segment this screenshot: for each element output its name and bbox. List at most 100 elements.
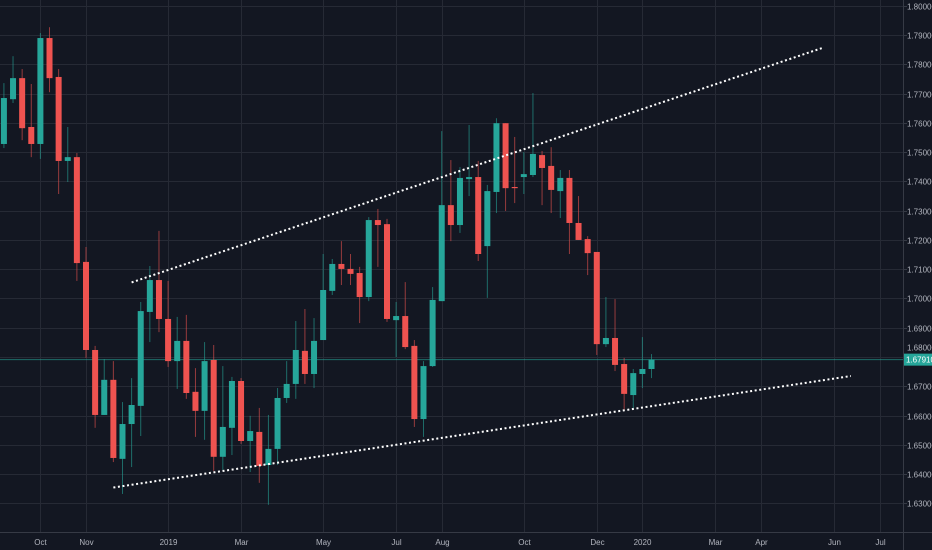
candle-body xyxy=(320,289,327,341)
candle-down xyxy=(338,241,345,286)
candle-body xyxy=(447,205,454,226)
time-tick-label: 2019 xyxy=(160,538,178,547)
candle-up xyxy=(219,366,226,470)
time-tick-label: Dec xyxy=(590,538,604,547)
price-tick-label: 1.78000 xyxy=(907,61,932,70)
candle-body xyxy=(19,78,26,129)
candle-up xyxy=(0,83,7,149)
candle-down xyxy=(183,314,190,399)
candle-up xyxy=(557,170,564,219)
candle-body xyxy=(511,186,518,189)
candle-body xyxy=(593,251,600,345)
last-price-badge xyxy=(904,353,932,366)
time-tick-label: Jul xyxy=(875,538,885,547)
price-tick-label: 1.70000 xyxy=(907,295,932,304)
candle-up xyxy=(393,301,400,358)
price-tick-label: 1.74000 xyxy=(907,178,932,187)
time-tick-label: Aug xyxy=(435,538,449,547)
candle-body xyxy=(165,318,172,362)
candle-up xyxy=(648,354,655,379)
candle-body xyxy=(575,222,582,240)
last-price-label: 1.67910 xyxy=(906,356,932,365)
candle-down xyxy=(55,69,62,195)
price-tick-label: 1.66000 xyxy=(907,413,932,422)
candle-down xyxy=(402,282,409,350)
time-tick-label: Jun xyxy=(828,538,841,547)
candle-body xyxy=(493,123,500,192)
candle-down xyxy=(411,340,418,427)
candle-body xyxy=(46,38,53,79)
candle-down xyxy=(347,254,354,286)
candle-body xyxy=(529,153,536,175)
candle-up xyxy=(466,124,473,197)
candle-down xyxy=(165,280,172,367)
candle-down xyxy=(548,147,555,214)
candle-body xyxy=(475,177,482,255)
candle-up xyxy=(146,266,153,343)
candles xyxy=(0,27,655,505)
time-tick-label: Apr xyxy=(755,538,768,547)
candle-body xyxy=(639,369,646,374)
candle-down xyxy=(210,345,217,471)
candle-body xyxy=(228,381,235,428)
candle-down xyxy=(46,27,53,93)
candle-body xyxy=(347,268,354,274)
candle-down xyxy=(192,368,199,437)
candle-body xyxy=(402,316,409,348)
candle-body xyxy=(55,76,62,161)
price-tick-label: 1.75000 xyxy=(907,149,932,158)
candle-down xyxy=(575,196,582,240)
candle-body xyxy=(311,340,318,374)
candle-up xyxy=(10,56,17,104)
time-tick-label: Jul xyxy=(391,538,401,547)
candle-body xyxy=(466,177,473,180)
time-tick-label: 2020 xyxy=(634,538,652,547)
candle-up xyxy=(311,318,318,389)
candle-up xyxy=(456,167,463,233)
candle-up xyxy=(484,184,491,298)
candle-down xyxy=(502,123,509,211)
trendlines[interactable] xyxy=(113,47,852,489)
candle-up xyxy=(630,369,637,410)
candle-up xyxy=(429,287,436,367)
candle-body xyxy=(393,316,400,321)
price-tick-label: 1.77000 xyxy=(907,91,932,100)
candle-up xyxy=(137,301,144,437)
candle-body xyxy=(283,383,290,398)
candle-body xyxy=(365,220,372,298)
candle-body xyxy=(329,263,336,291)
candle-body xyxy=(484,191,491,247)
candle-up xyxy=(292,321,299,399)
candle-body xyxy=(520,174,527,178)
candle-down xyxy=(73,153,80,281)
trendline-dotted[interactable] xyxy=(131,47,823,284)
candle-down xyxy=(511,136,518,204)
candle-up xyxy=(119,402,126,494)
candle-body xyxy=(174,340,181,362)
price-axis[interactable]: 1.63000 1.64000 1.65000 1.66000 1.67000 1.680… xyxy=(903,3,932,509)
candle-down xyxy=(384,218,390,322)
candle-down xyxy=(238,378,245,444)
price-tick-label: 1.73000 xyxy=(907,208,932,217)
candle-down xyxy=(19,69,26,141)
candle-down xyxy=(110,361,117,463)
price-tick-label: 1.79000 xyxy=(907,32,932,41)
candle-body xyxy=(602,337,609,345)
candle-body xyxy=(338,263,345,269)
price-tick-label: 1.68000 xyxy=(907,344,932,353)
candle-up xyxy=(320,254,327,341)
trendline-dotted[interactable] xyxy=(113,375,852,489)
candle-body xyxy=(110,379,117,458)
price-tick-label: 1.71000 xyxy=(907,266,932,275)
time-axis[interactable]: Oct Nov 2019 Mar May Jul Aug Oct Dec 2020 Mar Apr Ju… xyxy=(34,538,886,547)
candle-body xyxy=(420,366,427,420)
candle-body xyxy=(566,177,573,223)
candle-up xyxy=(64,127,71,183)
candle-up xyxy=(228,376,235,456)
candle-body xyxy=(10,78,17,100)
candle-up xyxy=(283,361,290,403)
candle-body xyxy=(502,123,509,189)
candle-up xyxy=(201,342,208,440)
